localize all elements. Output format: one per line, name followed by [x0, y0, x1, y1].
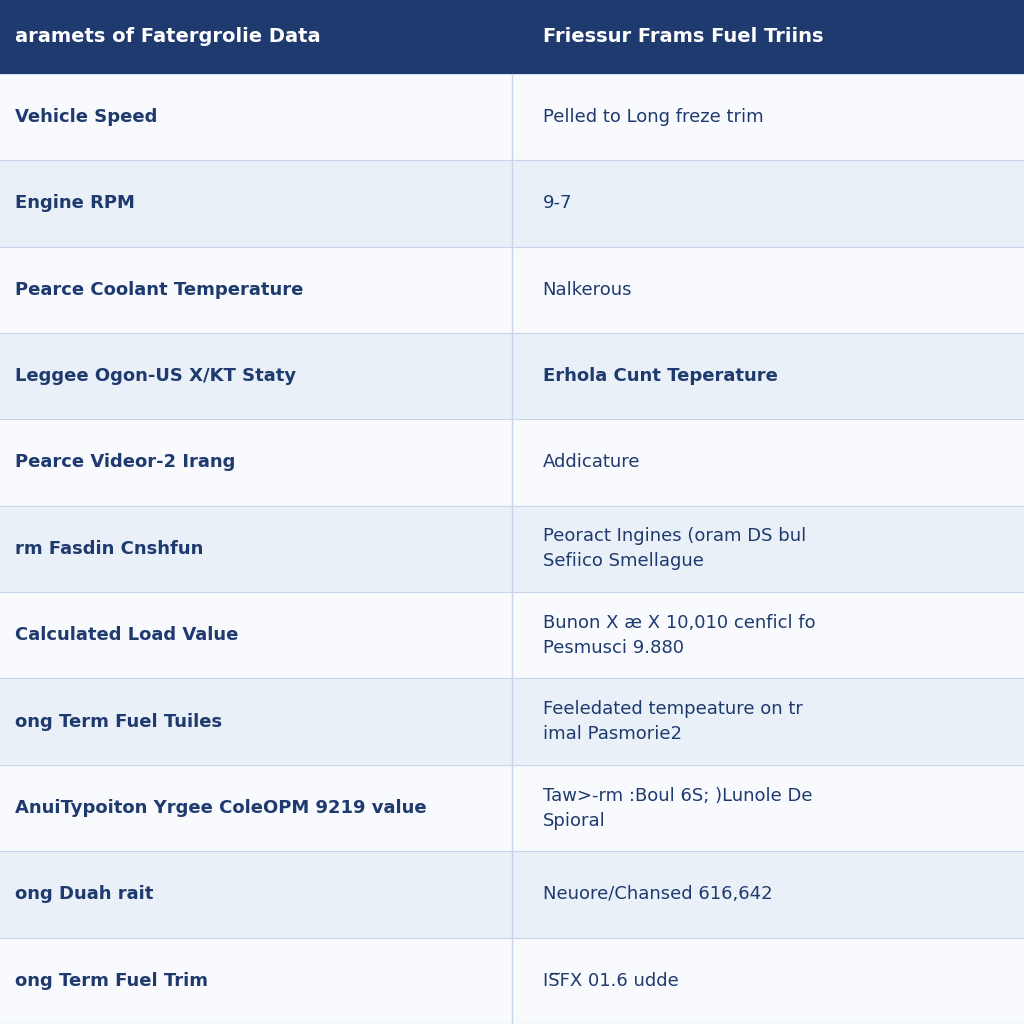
Text: Taw>-rm :Boul 6S; )Lunole De
Spioral: Taw>-rm :Boul 6S; )Lunole De Spioral — [543, 786, 812, 829]
Text: Pelled to Long freze trim: Pelled to Long freze trim — [543, 108, 763, 126]
Bar — [0, 74, 512, 160]
Bar — [0, 592, 512, 679]
Text: Neuore/Chansed 616,642: Neuore/Chansed 616,642 — [543, 886, 772, 903]
Text: aramets of Fatergrolie Data: aramets of Fatergrolie Data — [15, 28, 321, 46]
Bar — [0, 938, 512, 1024]
Bar — [512, 160, 1024, 247]
Text: Addicature: Addicature — [543, 454, 640, 471]
Text: 9-7: 9-7 — [543, 195, 572, 212]
Bar — [512, 765, 1024, 851]
Bar — [512, 506, 1024, 592]
Bar — [0, 247, 512, 333]
Bar — [512, 679, 1024, 765]
Text: ong Term Fuel Trim: ong Term Fuel Trim — [15, 972, 208, 990]
Bar — [0, 333, 512, 419]
Bar — [0, 506, 512, 592]
Bar — [512, 247, 1024, 333]
Bar — [512, 851, 1024, 938]
Text: Nalkerous: Nalkerous — [543, 281, 632, 299]
Text: Pearce Videor-2 Irang: Pearce Videor-2 Irang — [15, 454, 236, 471]
Text: ong Term Fuel Tuiles: ong Term Fuel Tuiles — [15, 713, 222, 731]
Bar — [512, 74, 1024, 160]
Bar — [0, 419, 512, 506]
Text: Pearce Coolant Temperature: Pearce Coolant Temperature — [15, 281, 304, 299]
Bar — [0, 851, 512, 938]
Bar — [0, 679, 512, 765]
Text: IS̅FX 01.6 udde: IS̅FX 01.6 udde — [543, 972, 679, 990]
Bar — [512, 938, 1024, 1024]
Text: ong Duah rait: ong Duah rait — [15, 886, 154, 903]
Text: rm Fasdin Cnshfun: rm Fasdin Cnshfun — [15, 540, 204, 558]
Text: Engine RPM: Engine RPM — [15, 195, 135, 212]
Text: Erhola Cunt Teperature: Erhola Cunt Teperature — [543, 367, 777, 385]
Bar — [0, 765, 512, 851]
Text: Vehicle Speed: Vehicle Speed — [15, 108, 158, 126]
Text: Calculated Load Value: Calculated Load Value — [15, 627, 239, 644]
Text: AnuiTypoiton Yrgee ColeOPM 9219 value: AnuiTypoiton Yrgee ColeOPM 9219 value — [15, 799, 427, 817]
Bar — [512, 419, 1024, 506]
Text: Leggee Ogon-US X/KT Staty: Leggee Ogon-US X/KT Staty — [15, 367, 297, 385]
Bar — [0, 160, 512, 247]
Text: Feeledated tempeature on tr
imal Pasmorie2: Feeledated tempeature on tr imal Pasmori… — [543, 700, 803, 743]
Text: Friessur Frams Fuel Triins: Friessur Frams Fuel Triins — [543, 28, 823, 46]
Bar — [512, 592, 1024, 679]
Bar — [0, 0, 1024, 74]
Text: Bunon X æ X 10,010 cenficl fo
Pesmusci 9.880: Bunon X æ X 10,010 cenficl fo Pesmusci 9… — [543, 613, 815, 656]
Text: Peoract Ingines (oram DS bul
Sefiico Smellague: Peoract Ingines (oram DS bul Sefiico Sme… — [543, 527, 806, 570]
Bar — [512, 333, 1024, 419]
